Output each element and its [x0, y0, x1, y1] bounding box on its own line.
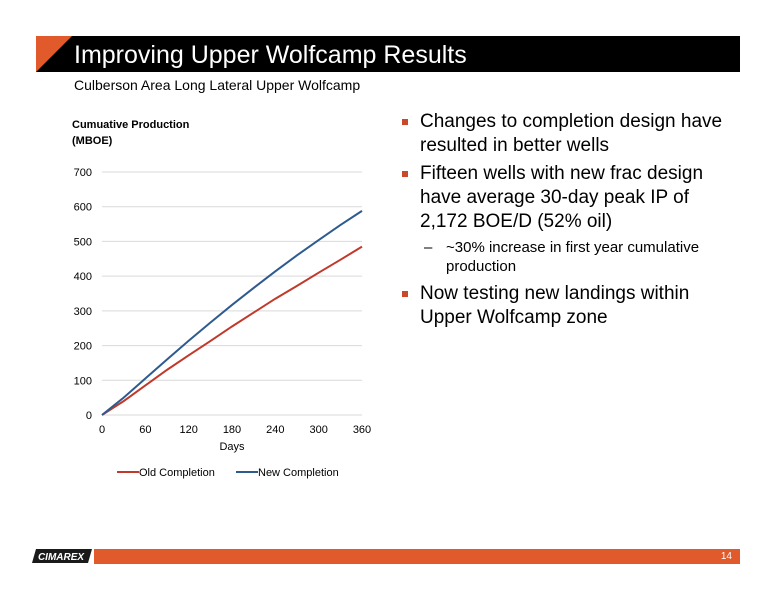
bullet-item: Changes to completion design have result…: [400, 110, 740, 158]
x-tick-label: 0: [99, 424, 105, 436]
slide-title: Improving Upper Wolfcamp Results: [74, 41, 467, 69]
bullet-item: Now testing new landings within Upper Wo…: [400, 282, 740, 330]
x-tick-label: 60: [139, 424, 151, 436]
bullet-text: Fifteen wells with new frac design have …: [420, 163, 704, 232]
dash-icon: –: [424, 239, 433, 256]
bullet-list: Changes to completion design have result…: [400, 110, 740, 334]
title-bar: [36, 36, 740, 72]
series-line-new-completion: [101, 210, 363, 416]
y-tick-label: 500: [74, 236, 92, 248]
y-tick-label: 600: [74, 202, 92, 214]
y-tick-label: 700: [74, 167, 92, 179]
y-tick-label: 300: [74, 306, 92, 318]
x-tick-label: 180: [223, 424, 241, 436]
bullet-square-icon: [402, 291, 408, 297]
company-logo: CIMAREX: [32, 549, 92, 563]
bullet-text: Changes to completion design have result…: [420, 111, 723, 156]
y-tick-label: 100: [74, 375, 92, 387]
x-tick-label: 360: [353, 424, 371, 436]
sub-bullet-item: – ~30% increase in first year cumulative …: [400, 238, 740, 276]
y-tick-label: 200: [74, 341, 92, 353]
title-accent-triangle: [36, 36, 72, 72]
bullet-square-icon: [402, 171, 408, 177]
x-axis-label: Days: [219, 441, 245, 453]
x-tick-label: 120: [179, 424, 197, 436]
y-axis-label: (MBOE): [72, 135, 113, 147]
footer-bar: [94, 549, 740, 564]
bullet-text: Now testing new landings within Upper Wo…: [420, 283, 690, 328]
cumulative-production-chart: Cumuative Production (MBOE) 0 100 200 300 400 5…: [72, 119, 371, 479]
x-tick-label: 300: [309, 424, 327, 436]
y-tick-label: 0: [86, 410, 92, 422]
y-axis-label: Cumuative Production: [72, 119, 190, 131]
page-number: 14: [720, 551, 732, 562]
slide-subtitle: Culberson Area Long Lateral Upper Wolfca…: [74, 77, 361, 93]
y-tick-label: 400: [74, 271, 92, 283]
svg-text:CIMAREX: CIMAREX: [38, 552, 85, 563]
series-line-old-completion: [101, 245, 363, 416]
x-tick-label: 240: [266, 424, 284, 436]
legend-entry: New Completion: [258, 467, 339, 479]
bullet-square-icon: [402, 119, 408, 125]
legend-entry: Old Completion: [139, 467, 215, 479]
bullet-item: Fifteen wells with new frac design have …: [400, 162, 740, 234]
bullet-text: ~30% increase in first year cumulative p…: [446, 239, 700, 275]
